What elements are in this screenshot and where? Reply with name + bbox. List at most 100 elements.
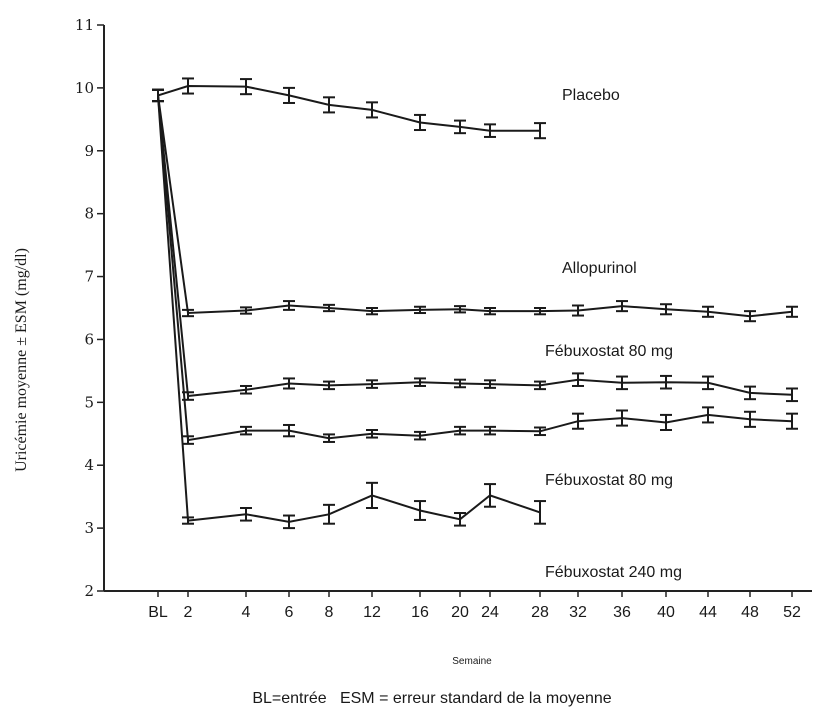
error-bar <box>454 512 466 527</box>
error-bar <box>182 435 194 445</box>
series-1 <box>152 77 546 140</box>
series-layer <box>152 77 798 530</box>
x-tick-label: 6 <box>285 604 294 621</box>
error-bar <box>660 413 672 432</box>
series-label: Placebo <box>562 87 620 104</box>
y-tick-label: 2 <box>84 582 94 600</box>
error-bar <box>484 425 496 436</box>
series-label: Fébuxostat 80 mg <box>545 343 673 360</box>
y-tick-label: 5 <box>84 393 94 411</box>
y-ticks: 2 3 4 5 6 7 8 9 10 11 <box>75 16 104 600</box>
series-labels: Placebo Allopurinol Fébuxostat 80 mg Fébuxo… <box>545 87 682 581</box>
error-bar <box>366 429 378 439</box>
error-bar <box>454 425 466 436</box>
footnote: BL=entrée ESM = erreur standard de la mo… <box>252 690 611 707</box>
error-bar <box>534 500 546 525</box>
error-bar <box>283 86 295 104</box>
error-bar <box>744 410 756 428</box>
y-tick-label: 8 <box>84 205 94 223</box>
x-tick-label: 2 <box>184 604 193 621</box>
error-bar <box>283 300 295 311</box>
error-bar <box>323 380 335 391</box>
error-bar <box>534 307 546 316</box>
series-line <box>157 95 541 523</box>
error-bar <box>182 77 194 95</box>
error-bar <box>534 122 546 140</box>
error-bar <box>786 305 798 318</box>
error-bar <box>454 119 466 135</box>
error-bar <box>283 514 295 530</box>
x-tick-label: 16 <box>411 604 429 621</box>
error-bar <box>323 433 335 443</box>
series-line <box>157 95 793 318</box>
error-bar <box>744 310 756 323</box>
error-bar <box>786 412 798 430</box>
series-label: Allopurinol <box>562 260 637 277</box>
error-bar <box>616 409 628 427</box>
y-tick-label: 7 <box>84 268 94 286</box>
error-bar <box>534 426 546 437</box>
error-bar <box>240 306 252 315</box>
error-bar <box>240 78 252 96</box>
error-bar <box>283 423 295 438</box>
error-bar <box>660 374 672 390</box>
error-bar <box>240 506 252 522</box>
series-label: Fébuxostat 80 mg <box>545 472 673 489</box>
y-tick-label: 3 <box>84 519 94 537</box>
series-2 <box>152 88 798 323</box>
error-bar <box>702 305 714 318</box>
error-bar <box>366 307 378 316</box>
error-bar <box>414 113 426 132</box>
error-bar <box>572 412 584 430</box>
error-bar <box>616 375 628 391</box>
error-bar <box>182 516 194 525</box>
series-line <box>157 84 540 132</box>
error-bar <box>702 375 714 391</box>
error-bar <box>366 379 378 389</box>
error-bar <box>323 503 335 525</box>
x-tick-label: 12 <box>363 604 381 621</box>
y-tick-label: 6 <box>84 330 94 348</box>
error-bar <box>534 380 546 391</box>
x-tick-label: 8 <box>325 604 334 621</box>
error-bar <box>366 481 378 509</box>
error-bar <box>484 123 496 138</box>
x-tick-label: 52 <box>783 604 801 621</box>
x-tick-label: 28 <box>531 604 549 621</box>
error-bar <box>323 303 335 313</box>
error-bar <box>454 378 466 389</box>
x-tick-label: 4 <box>242 604 251 621</box>
error-bar <box>484 307 496 316</box>
x-tick-label: 40 <box>657 604 675 621</box>
x-axis-label: Semaine <box>452 656 492 667</box>
error-bar <box>660 303 672 316</box>
error-bar <box>366 101 378 119</box>
x-tick-label: BL <box>148 604 168 621</box>
error-bar <box>484 379 496 389</box>
error-bar <box>744 385 756 401</box>
error-bar <box>323 96 335 114</box>
series-label: Fébuxostat 240 mg <box>545 564 682 581</box>
x-tick-label: 20 <box>451 604 469 621</box>
x-tick-label: 48 <box>741 604 759 621</box>
error-bar <box>414 377 426 387</box>
x-tick-label: 36 <box>613 604 631 621</box>
y-tick-label: 9 <box>84 142 94 160</box>
error-bar <box>414 305 426 315</box>
series-5 <box>152 88 546 530</box>
error-bar <box>240 425 252 436</box>
error-bar <box>786 387 798 403</box>
error-bar <box>572 304 584 317</box>
y-axis-label: Uricémie moyenne ± ESM (mg/dl) <box>13 248 30 472</box>
y-tick-label: 10 <box>75 79 94 97</box>
x-ticks: BL 2 4 6 8 12 16 20 24 28 32 36 40 44 48 52 <box>148 591 801 621</box>
error-bar <box>414 500 426 521</box>
y-tick-label: 4 <box>84 456 94 474</box>
error-bar <box>572 372 584 387</box>
error-bar <box>240 384 252 395</box>
error-bar <box>182 308 194 318</box>
error-bar <box>454 305 466 314</box>
error-bar <box>152 88 164 103</box>
error-bar <box>414 430 426 441</box>
